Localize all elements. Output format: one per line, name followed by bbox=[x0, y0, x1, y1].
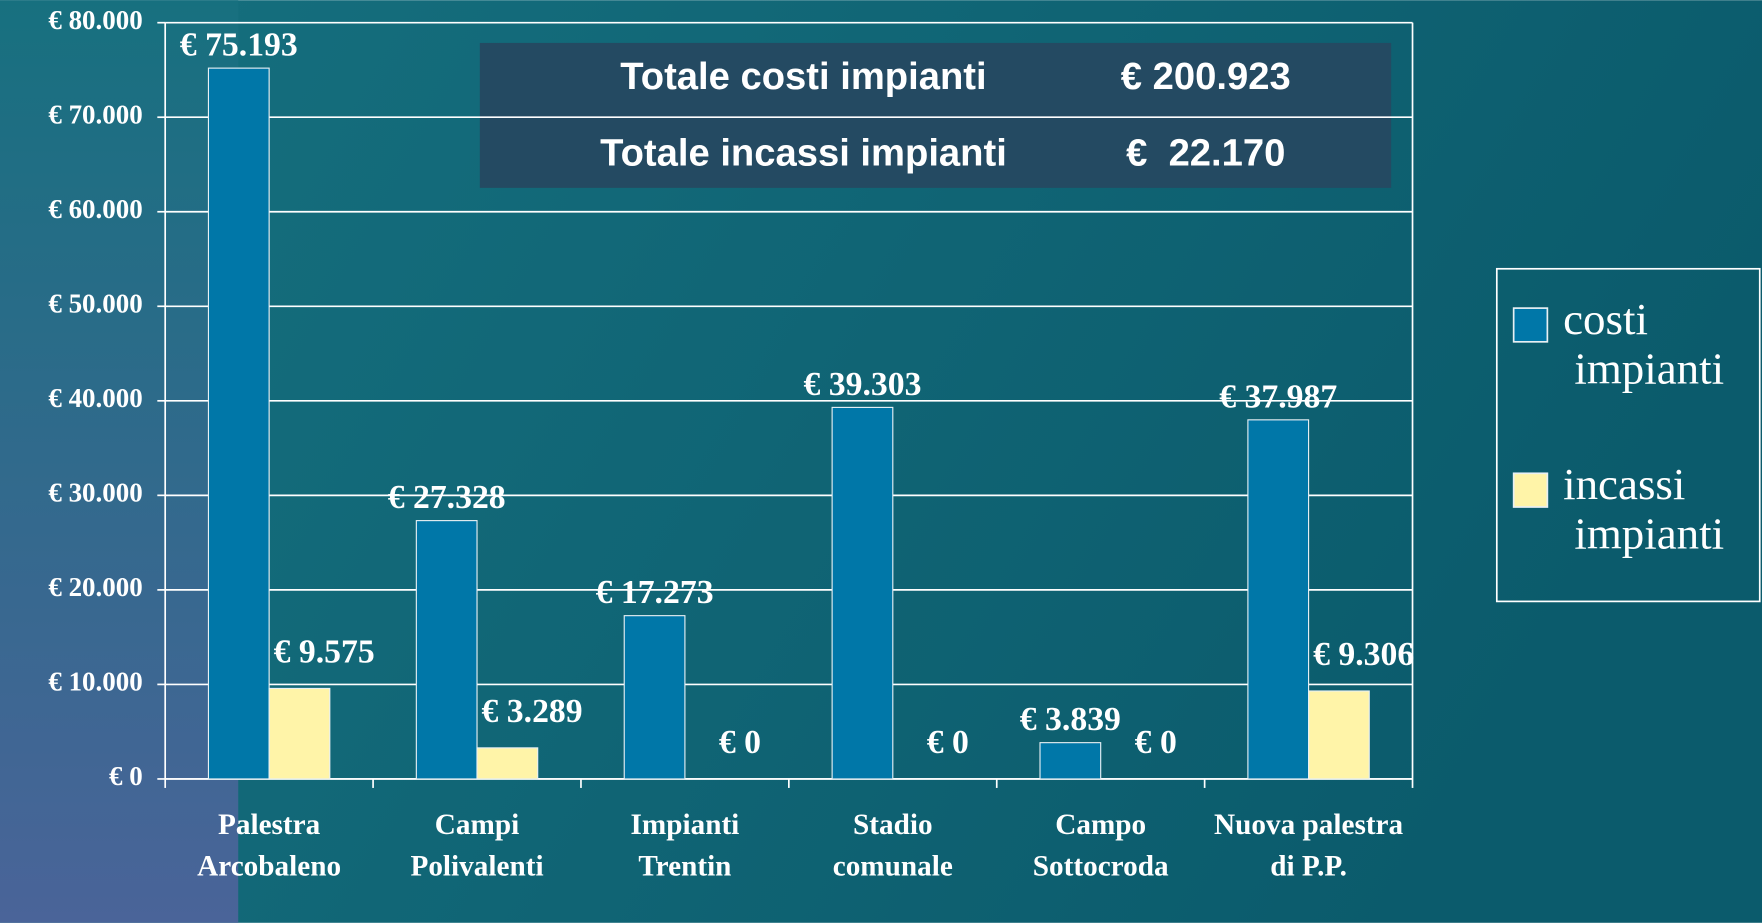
x-label-box: Nuova palestra di P.P. bbox=[1214, 808, 1404, 883]
bar bbox=[1247, 419, 1310, 780]
bar bbox=[415, 520, 478, 780]
y-tick-label: € 40.000 bbox=[48, 383, 142, 413]
x-label-box: Stadio comunale bbox=[832, 808, 953, 883]
value-label: € 3.839 bbox=[1020, 701, 1121, 738]
y-tick-label: € 80.000 bbox=[48, 5, 142, 35]
legend-label: costi impianti bbox=[1563, 294, 1724, 393]
x-label-box: Campo Sottocroda bbox=[1032, 808, 1169, 883]
bar bbox=[476, 747, 539, 780]
value-label: € 37.987 bbox=[1219, 378, 1337, 415]
x-tick-label: Palestra Arcobaleno bbox=[197, 808, 342, 883]
bar bbox=[207, 67, 270, 780]
value-label: € 27.328 bbox=[388, 479, 506, 516]
x-label-box: Campi Polivalenti bbox=[410, 808, 544, 883]
legend-label-line: impianti bbox=[1563, 509, 1724, 559]
value-label: € 0 bbox=[1135, 724, 1177, 761]
bar bbox=[831, 406, 894, 780]
legend-swatch bbox=[1512, 472, 1549, 508]
value-label: € 0 bbox=[927, 724, 969, 761]
bar bbox=[268, 687, 331, 780]
value-label: € 17.273 bbox=[596, 574, 714, 611]
x-tick-label: Impianti Trentin bbox=[630, 808, 740, 883]
value-label: € 9.575 bbox=[274, 633, 375, 670]
y-tick-label: € 60.000 bbox=[48, 194, 142, 224]
x-label-box: Palestra Arcobaleno bbox=[197, 808, 342, 883]
legend-label-line: impianti bbox=[1563, 344, 1724, 394]
bar bbox=[1308, 690, 1370, 780]
y-tick-label: € 10.000 bbox=[48, 667, 142, 697]
totals-box bbox=[479, 42, 1392, 188]
y-tick-label: € 20.000 bbox=[48, 572, 142, 602]
y-tick-label: € 70.000 bbox=[48, 99, 142, 129]
side-strip bbox=[0, 0, 239, 923]
legend-label: incassi impianti bbox=[1563, 459, 1724, 558]
total-label: Totale incassi impianti bbox=[600, 131, 1007, 174]
x-label-box: Impianti Trentin bbox=[630, 808, 740, 883]
x-tick-label: Nuova palestra di P.P. bbox=[1214, 808, 1404, 883]
x-tick-label: Campi Polivalenti bbox=[410, 808, 544, 883]
x-tick-label: Stadio comunale bbox=[832, 808, 953, 883]
legend-label-line: incassi bbox=[1563, 459, 1685, 509]
value-label: € 39.303 bbox=[803, 366, 921, 403]
x-tick-label: Campo Sottocroda bbox=[1032, 808, 1169, 883]
total-label: Totale costi impianti bbox=[620, 55, 986, 98]
legend-box bbox=[1495, 267, 1761, 603]
total-value: € 200.923 bbox=[1121, 55, 1291, 98]
y-tick-label: € 50.000 bbox=[48, 288, 142, 318]
legend-label-line: costi bbox=[1563, 294, 1648, 344]
value-label: € 0 bbox=[719, 724, 761, 761]
value-label: € 75.193 bbox=[180, 27, 298, 64]
bar bbox=[623, 615, 686, 780]
bar bbox=[1039, 742, 1102, 780]
value-label: € 9.306 bbox=[1313, 636, 1414, 673]
total-value: € 22.170 bbox=[1126, 131, 1285, 174]
legend-swatch bbox=[1512, 307, 1549, 343]
y-tick-label: € 30.000 bbox=[48, 478, 142, 508]
value-label: € 3.289 bbox=[482, 693, 583, 730]
y-tick-label: € 0 bbox=[109, 761, 143, 791]
